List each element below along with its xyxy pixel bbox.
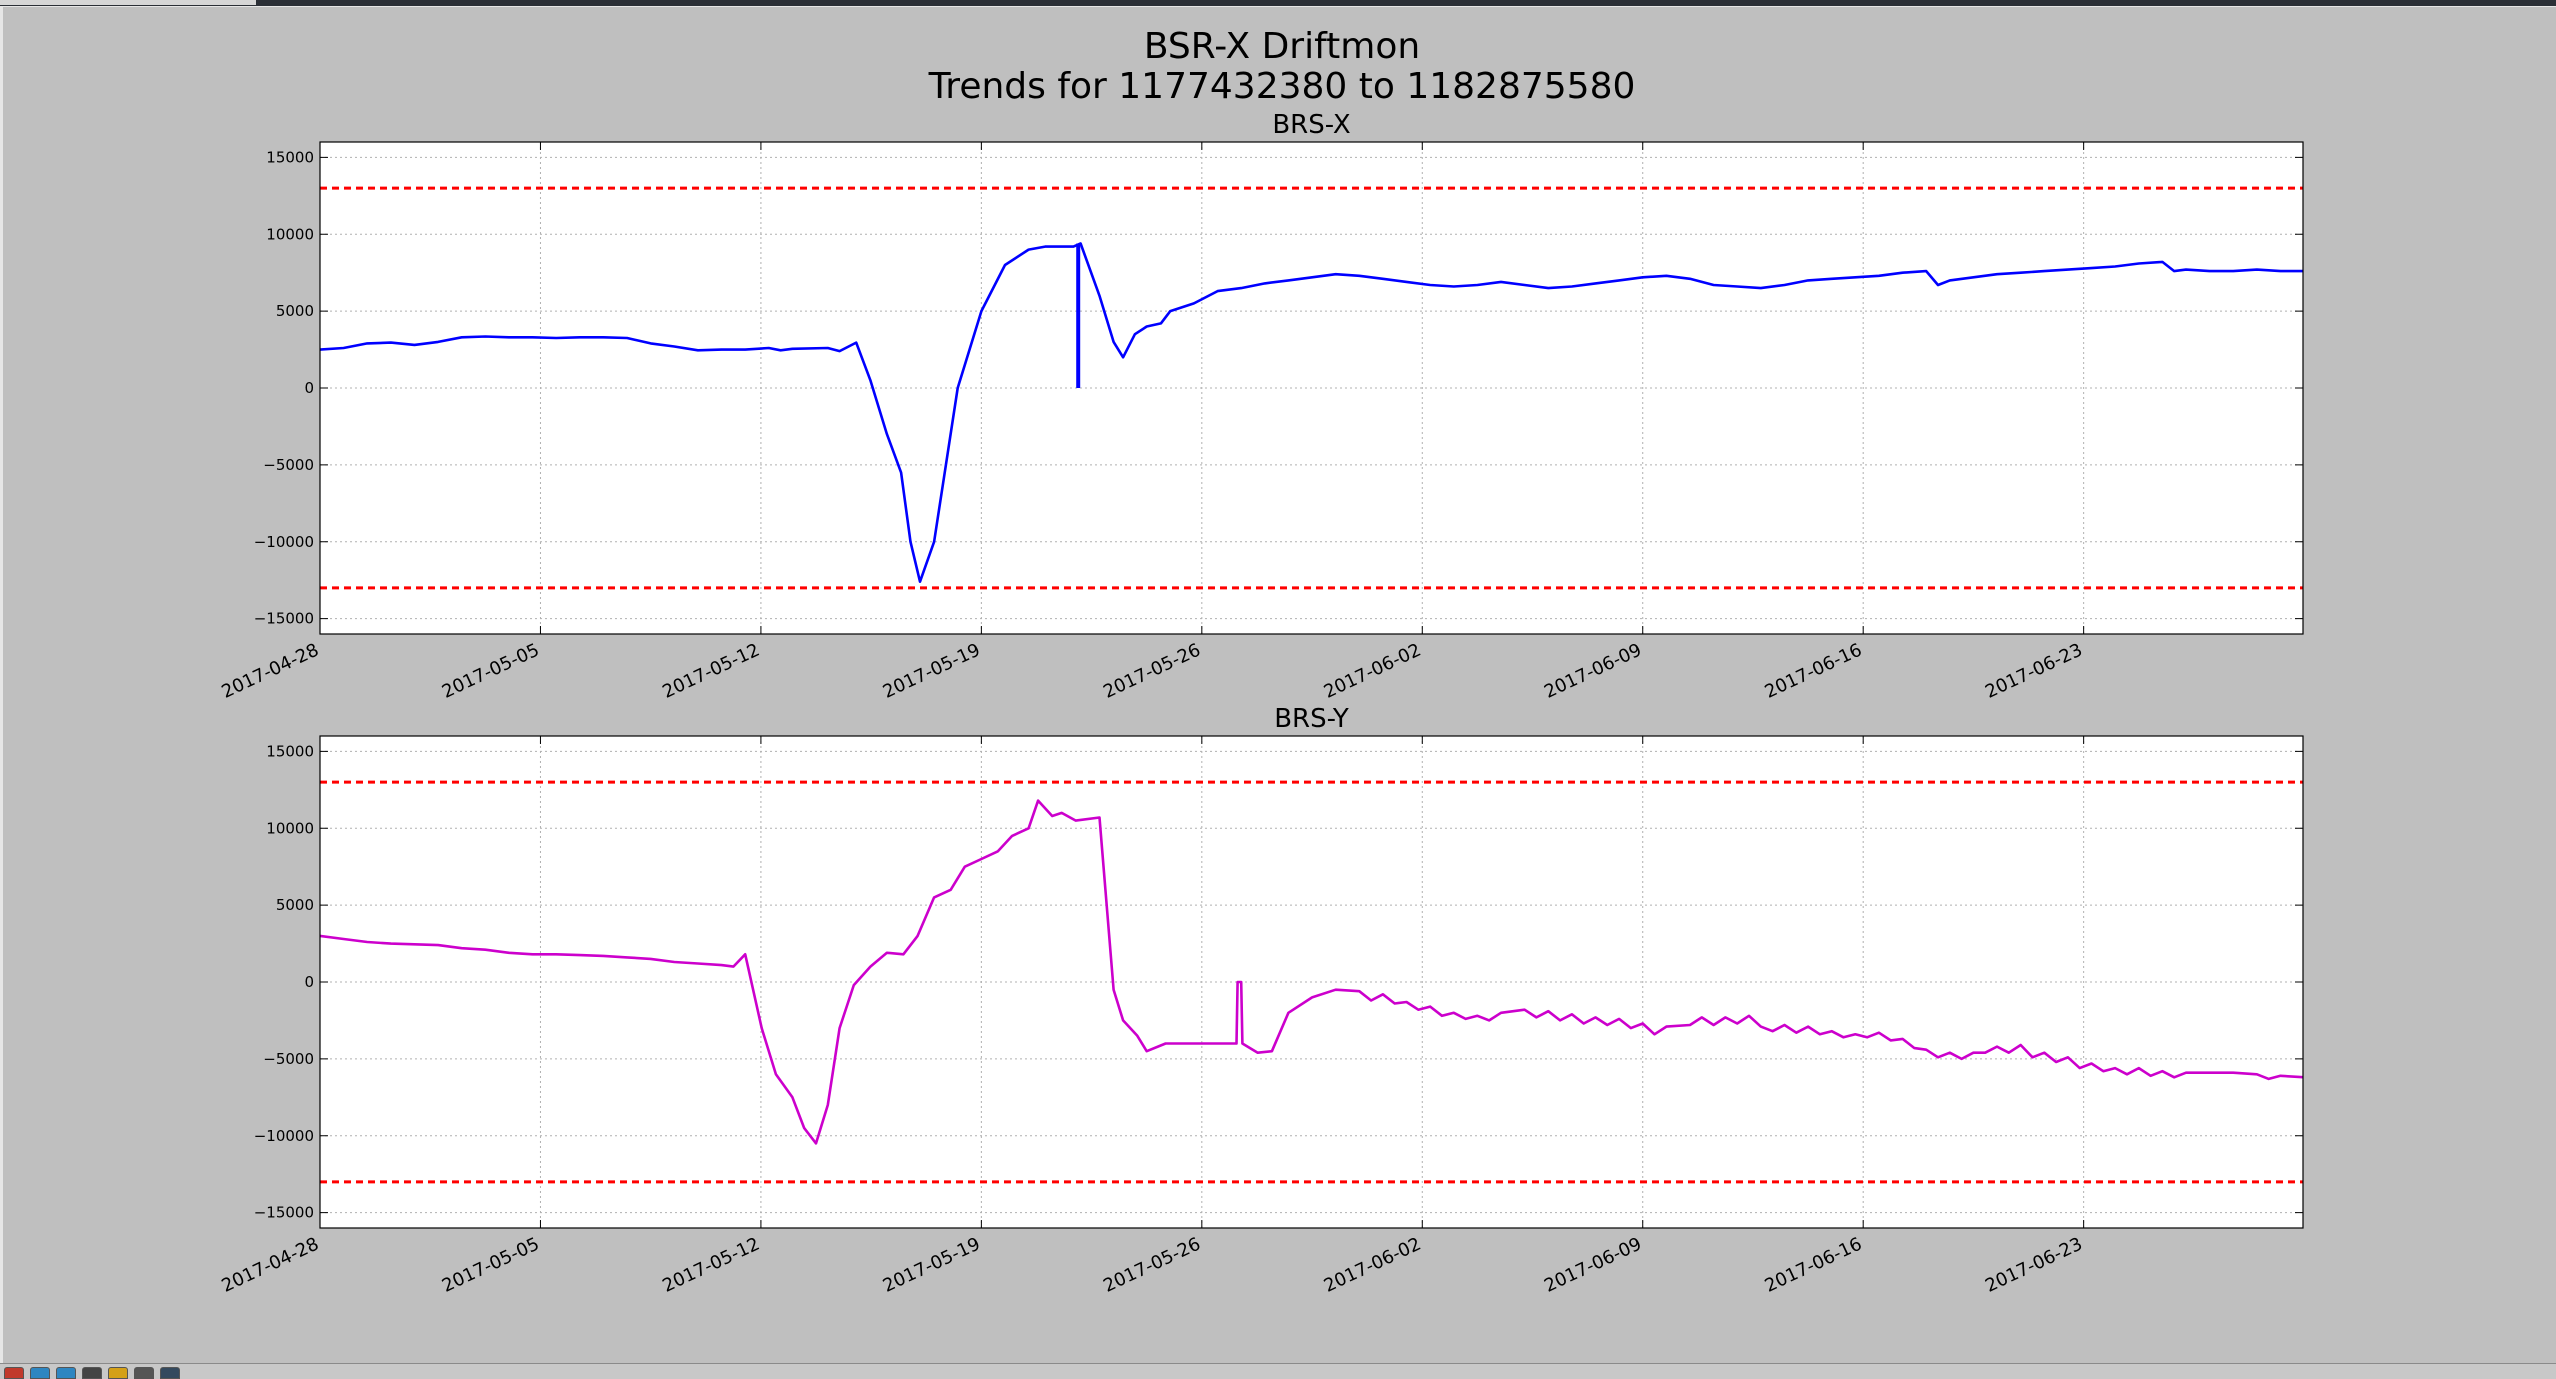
navigation-toolbar [0,1363,2556,1379]
x-tick-label: 2017-05-05 [439,639,543,702]
x-tick-label: 2017-06-02 [1321,1233,1425,1296]
y-tick-label: 5000 [276,302,314,320]
x-tick-label: 2017-05-26 [1100,639,1204,702]
y-tick-label: −5000 [263,1050,314,1068]
subplot-brs-x: 15000 10000 5000 0 −5000 −10000 −15000 2017-04-… [218,110,2304,703]
y-tick-label: 0 [304,379,314,397]
y-tick-label: −15000 [254,1204,314,1222]
x-tick-label: 2017-06-09 [1541,1233,1645,1296]
y-tick-label: 5000 [276,896,314,914]
x-tick-label: 2017-04-28 [218,639,322,702]
subplot-title: BRS-Y [1274,704,1349,734]
y-tick-label: −5000 [263,456,314,474]
y-tick-label: 15000 [266,148,314,166]
pan-icon[interactable] [82,1367,102,1379]
x-tick-label: 2017-05-12 [659,1233,763,1296]
x-tick-label: 2017-05-26 [1100,1233,1204,1296]
x-tick-label: 2017-05-19 [880,1233,984,1296]
y-tick-label: 10000 [266,819,314,837]
window-tab[interactable] [0,0,256,5]
series-line [320,242,2303,583]
figure-title-line2: Trends for 1177432380 to 1182875580 [928,66,1636,107]
y-tick-label: 15000 [266,742,314,760]
y-tick-label: 0 [304,973,314,991]
series-line [320,799,2303,1145]
x-tick-label: 2017-06-23 [1982,1233,2086,1296]
x-tick-label: 2017-04-28 [218,1233,322,1296]
forward-arrow-icon[interactable] [56,1367,76,1379]
plots-group: 15000 10000 5000 0 −5000 −10000 −15000 2017-04-… [218,110,2304,1297]
figure-title-line1: BSR-X Driftmon [1144,26,1420,67]
y-tick-label: −15000 [254,610,314,628]
y-tick-label: −10000 [254,1127,314,1145]
y-tick-label: −10000 [254,533,314,551]
x-tick-label: 2017-06-16 [1762,1233,1866,1296]
x-tick-label: 2017-06-16 [1762,639,1866,702]
x-tick-label: 2017-06-23 [1982,639,2086,702]
save-icon[interactable] [160,1367,180,1379]
configure-icon[interactable] [134,1367,154,1379]
x-tick-label: 2017-05-12 [659,639,763,702]
x-tick-label: 2017-06-02 [1321,639,1425,702]
back-arrow-icon[interactable] [30,1367,50,1379]
x-tick-label: 2017-05-05 [439,1233,543,1296]
figure-frame [0,6,2556,1363]
subplot-brs-y: 15000 10000 5000 0 −5000 −10000 −15000 2017-04-… [218,704,2304,1297]
zoom-icon[interactable] [108,1367,128,1379]
window-top-bar [0,0,2556,6]
x-tick-label: 2017-06-09 [1541,639,1645,702]
subplot-title: BRS-X [1272,110,1350,140]
x-tick-label: 2017-05-19 [880,639,984,702]
home-icon[interactable] [4,1367,24,1379]
y-tick-label: 10000 [266,225,314,243]
